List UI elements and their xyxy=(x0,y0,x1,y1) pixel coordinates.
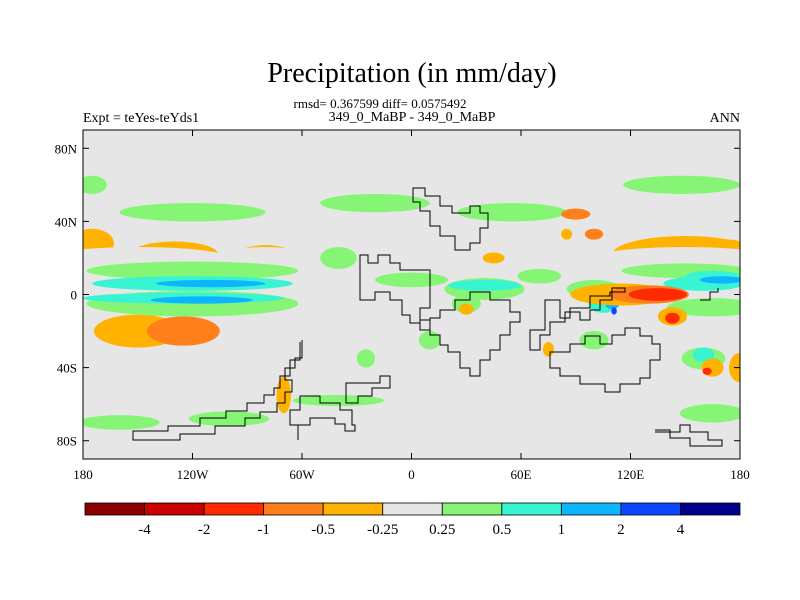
contour-region-43 xyxy=(692,347,715,363)
coastline-south-america-west xyxy=(132,340,303,441)
colorbar-level-label: -2 xyxy=(198,522,211,538)
contour-region-7 xyxy=(584,228,604,240)
contour-region-31 xyxy=(579,331,609,350)
colorbar-level-label: 4 xyxy=(677,522,685,538)
coastline-south-atlantic xyxy=(345,375,391,404)
y-tick-label: 80S xyxy=(57,434,77,449)
y-tick-label: 80N xyxy=(55,141,78,156)
coastline-asia-east xyxy=(529,287,626,351)
colorbar-level-label: 1 xyxy=(558,522,566,538)
contour-region-45 xyxy=(150,296,253,304)
colorbar-level-label: 2 xyxy=(617,522,625,538)
contour-region-53 xyxy=(665,312,680,324)
contour-region-58 xyxy=(458,303,474,315)
contour-region-36 xyxy=(451,294,481,313)
contour-region-39 xyxy=(448,279,521,291)
y-tick-label: 0 xyxy=(71,288,78,303)
precipitation-contours xyxy=(83,175,740,430)
colorbar-swatch xyxy=(382,502,443,516)
contour-region-17 xyxy=(457,203,567,222)
contour-region-29 xyxy=(292,395,385,406)
x-tick-label: 60W xyxy=(289,467,315,482)
contour-region-35 xyxy=(320,246,357,269)
contour-region-59 xyxy=(482,252,505,264)
coastline-south-america-east xyxy=(359,254,431,324)
colorbar-swatch xyxy=(203,502,265,516)
colorbar-level-label: 0.25 xyxy=(429,522,455,538)
colorbar-swatch xyxy=(322,502,384,516)
contour-region-51 xyxy=(628,288,688,301)
stats-line: rmsd= 0.367599 diff= 0.0575492 xyxy=(294,96,467,111)
x-tick-label: 0 xyxy=(408,467,415,482)
contour-region-5 xyxy=(146,316,220,346)
colorbar-level-label: -1 xyxy=(257,522,270,538)
contour-region-15 xyxy=(119,203,266,222)
colorbar-swatch xyxy=(680,502,741,516)
colorbar-swatch xyxy=(263,502,324,516)
map-area: 180 120W 60W 0 60E 120E 180 80N 40N 0 40S 80S xyxy=(55,129,750,482)
contour-region-55 xyxy=(702,367,712,375)
coastline-antarctica-pacific xyxy=(655,424,723,447)
contour-region-57 xyxy=(542,342,554,357)
colorbar-level-label: -0.25 xyxy=(367,522,398,538)
coastline-africa xyxy=(419,291,521,377)
colorbar-level-label: 0.5 xyxy=(492,522,511,538)
subtitle: 349_0_MaBP - 349_0_MaBP xyxy=(329,110,496,125)
colorbar-swatch xyxy=(84,502,145,516)
contour-region-56 xyxy=(561,208,591,220)
contour-region-48 xyxy=(611,307,617,315)
coastline-outlines xyxy=(132,187,723,447)
x-tick-label: 120E xyxy=(617,467,645,482)
colorbar: -4 -2 -1 -0.5 -0.25 0.25 0.5 1 2 4 xyxy=(84,502,741,538)
contour-region-18 xyxy=(623,175,740,194)
contour-region-16 xyxy=(320,193,430,213)
contour-region-8 xyxy=(561,228,573,240)
colorbar-level-label: -4 xyxy=(138,522,151,538)
colorbar-swatch xyxy=(501,502,562,516)
x-tick-label: 180 xyxy=(730,467,750,482)
colorbar-swatch xyxy=(144,502,205,516)
contour-region-14 xyxy=(83,175,107,194)
coastline-north-africa-europe xyxy=(412,187,489,251)
contour-region-25 xyxy=(517,268,562,284)
x-tick-label: 60E xyxy=(511,467,532,482)
contour-region-12 xyxy=(594,246,740,269)
y-tick-label: 40N xyxy=(55,214,78,229)
colorbar-swatch xyxy=(441,502,503,516)
x-tick-label: 120W xyxy=(177,467,210,482)
figure-title: Precipitation (in mm/day) xyxy=(267,58,556,89)
axis-ticks: 180 120W 60W 0 60E 120E 180 80N 40N 0 40S 80S xyxy=(55,130,750,482)
contour-region-46 xyxy=(699,276,740,284)
contour-region-44 xyxy=(156,279,266,288)
contour-region-33 xyxy=(356,349,375,368)
contour-region-28 xyxy=(188,411,270,427)
contour-region-34 xyxy=(418,331,441,350)
contour-region-23 xyxy=(375,272,448,288)
colorbar-level-label: -0.5 xyxy=(311,522,335,538)
experiment-label: Expt = teYes-teYds1 xyxy=(83,111,199,126)
colorbar-swatch xyxy=(560,502,622,516)
contour-region-30 xyxy=(679,404,740,423)
season-label: ANN xyxy=(710,111,740,126)
colorbar-swatch xyxy=(620,502,681,516)
coastline-antarctic-peninsula xyxy=(289,395,356,440)
contour-region-27 xyxy=(83,415,160,430)
coastline-new-zealand xyxy=(700,288,719,301)
y-tick-label: 40S xyxy=(57,361,77,376)
contour-region-6 xyxy=(276,376,292,414)
x-tick-label: 180 xyxy=(73,467,93,482)
coastline-australia xyxy=(549,327,661,393)
contour-region-19 xyxy=(86,261,299,280)
contour-region-22 xyxy=(667,298,740,317)
